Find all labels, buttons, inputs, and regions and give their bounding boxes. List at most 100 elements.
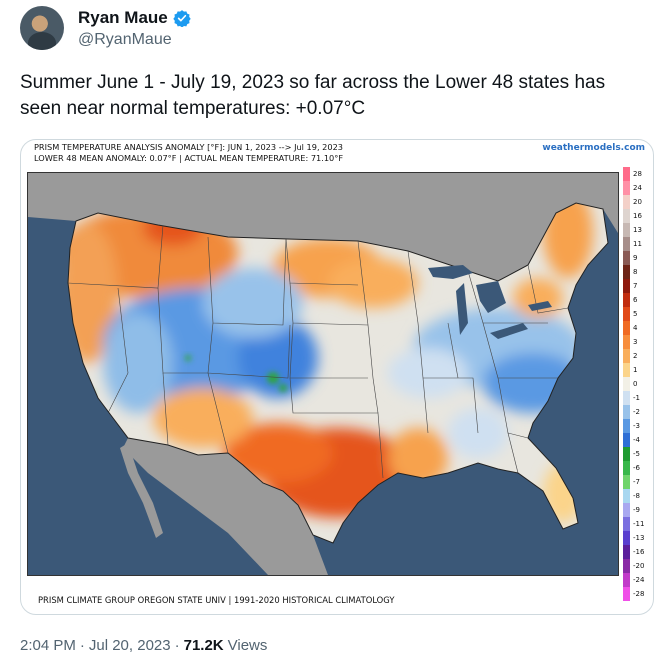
views-label: Views: [227, 637, 268, 654]
state-boundaries: [68, 224, 569, 479]
legend-label: -5: [633, 450, 640, 458]
author-handle[interactable]: @RyanMaue: [78, 31, 172, 48]
legend-swatch: [623, 223, 630, 237]
legend-entry: 3: [623, 335, 649, 349]
legend-swatch: [623, 195, 630, 209]
legend-label: 16: [633, 212, 642, 220]
legend-label: -11: [633, 520, 645, 528]
legend-swatch: [623, 419, 630, 433]
legend-swatch: [623, 293, 630, 307]
legend-swatch: [623, 167, 630, 181]
tweet-meta: 2:04 PM · Jul 20, 2023 · 71.2K Views: [20, 637, 267, 654]
legend-label: 24: [633, 184, 642, 192]
mexico-land: [123, 438, 328, 575]
legend-swatch: [623, 265, 630, 279]
legend-swatch: [623, 503, 630, 517]
legend-entry: -11: [623, 517, 649, 531]
legend-entry: 13: [623, 223, 649, 237]
legend-entry: -5: [623, 447, 649, 461]
legend-entry: 2: [623, 349, 649, 363]
tweet-time[interactable]: 2:04 PM: [20, 637, 76, 654]
display-name[interactable]: Ryan Maue: [78, 8, 168, 27]
legend-label: 5: [633, 310, 638, 318]
legend-entry: 5: [623, 307, 649, 321]
legend-swatch: [623, 335, 630, 349]
legend-entry: -4: [623, 433, 649, 447]
legend-entry: -28: [623, 587, 649, 601]
legend-swatch: [623, 321, 630, 335]
legend-swatch: [623, 391, 630, 405]
legend-entry: -2: [623, 405, 649, 419]
legend-entry: 1: [623, 363, 649, 377]
meta-separator: ·: [174, 637, 180, 654]
views-count: 71.2K: [183, 637, 224, 654]
legend-entry: 6: [623, 293, 649, 307]
legend-swatch: [623, 237, 630, 251]
anomaly-map: [27, 172, 619, 576]
map-subtitle: LOWER 48 MEAN ANOMALY: 0.07°F | ACTUAL M…: [34, 153, 344, 163]
legend-swatch: [623, 251, 630, 265]
legend-entry: -20: [623, 559, 649, 573]
legend-entry: 9: [623, 251, 649, 265]
legend-label: -24: [633, 576, 645, 584]
legend-label: -1: [633, 394, 640, 402]
legend-swatch: [623, 433, 630, 447]
anomaly-map-svg: [28, 173, 618, 575]
legend-label: 8: [633, 268, 638, 276]
legend-entry: 16: [623, 209, 649, 223]
color-legend: 28 24 20 16 13 11 9 8 7 6 5 4 3 2 1 0 -1 -2 -3 -4 -5 -6 -7 -8 -9…: [623, 167, 649, 601]
legend-label: 20: [633, 198, 642, 206]
legend-label: 0: [633, 380, 638, 388]
map-footer: PRISM CLIMATE GROUP OREGON STATE UNIV | …: [38, 595, 395, 605]
legend-swatch: [623, 517, 630, 531]
legend-swatch: [623, 587, 630, 601]
legend-label: -2: [633, 408, 640, 416]
legend-label: -7: [633, 478, 640, 486]
legend-swatch: [623, 475, 630, 489]
great-lakes: [428, 265, 552, 339]
legend-entry: -16: [623, 545, 649, 559]
legend-label: -16: [633, 548, 645, 556]
legend-swatch: [623, 489, 630, 503]
legend-entry: 7: [623, 279, 649, 293]
verified-badge-icon: [173, 10, 191, 27]
legend-entry: -13: [623, 531, 649, 545]
legend-entry: -9: [623, 503, 649, 517]
legend-swatch: [623, 349, 630, 363]
legend-label: -13: [633, 534, 645, 542]
legend-swatch: [623, 363, 630, 377]
canada-land: [28, 173, 618, 281]
legend-swatch: [623, 181, 630, 195]
avatar[interactable]: [20, 6, 64, 50]
legend-label: 9: [633, 254, 638, 262]
legend-label: -3: [633, 422, 640, 430]
legend-entry: 20: [623, 195, 649, 209]
legend-entry: -6: [623, 461, 649, 475]
legend-entry: -3: [623, 419, 649, 433]
legend-swatch: [623, 279, 630, 293]
legend-label: -9: [633, 506, 640, 514]
baja-peninsula: [120, 443, 163, 538]
legend-label: 13: [633, 226, 642, 234]
tweet-date[interactable]: Jul 20, 2023: [88, 637, 171, 654]
legend-label: -20: [633, 562, 645, 570]
legend-label: -8: [633, 492, 640, 500]
tweet-text: Summer June 1 - July 19, 2023 so far acr…: [20, 72, 606, 119]
legend-swatch: [623, 461, 630, 475]
legend-swatch: [623, 573, 630, 587]
map-header: PRISM TEMPERATURE ANALYSIS ANOMALY [°F]:…: [34, 142, 343, 164]
legend-label: -6: [633, 464, 640, 472]
legend-label: 1: [633, 366, 638, 374]
legend-entry: 28: [623, 167, 649, 181]
legend-entry: 11: [623, 237, 649, 251]
tweet-media-image[interactable]: PRISM TEMPERATURE ANALYSIS ANOMALY [°F]:…: [20, 139, 654, 615]
legend-label: 7: [633, 282, 638, 290]
legend-label: 11: [633, 240, 642, 248]
legend-swatch: [623, 531, 630, 545]
legend-swatch: [623, 545, 630, 559]
legend-entry: -7: [623, 475, 649, 489]
legend-swatch: [623, 377, 630, 391]
legend-label: 3: [633, 338, 638, 346]
legend-swatch: [623, 307, 630, 321]
legend-label: -4: [633, 436, 640, 444]
